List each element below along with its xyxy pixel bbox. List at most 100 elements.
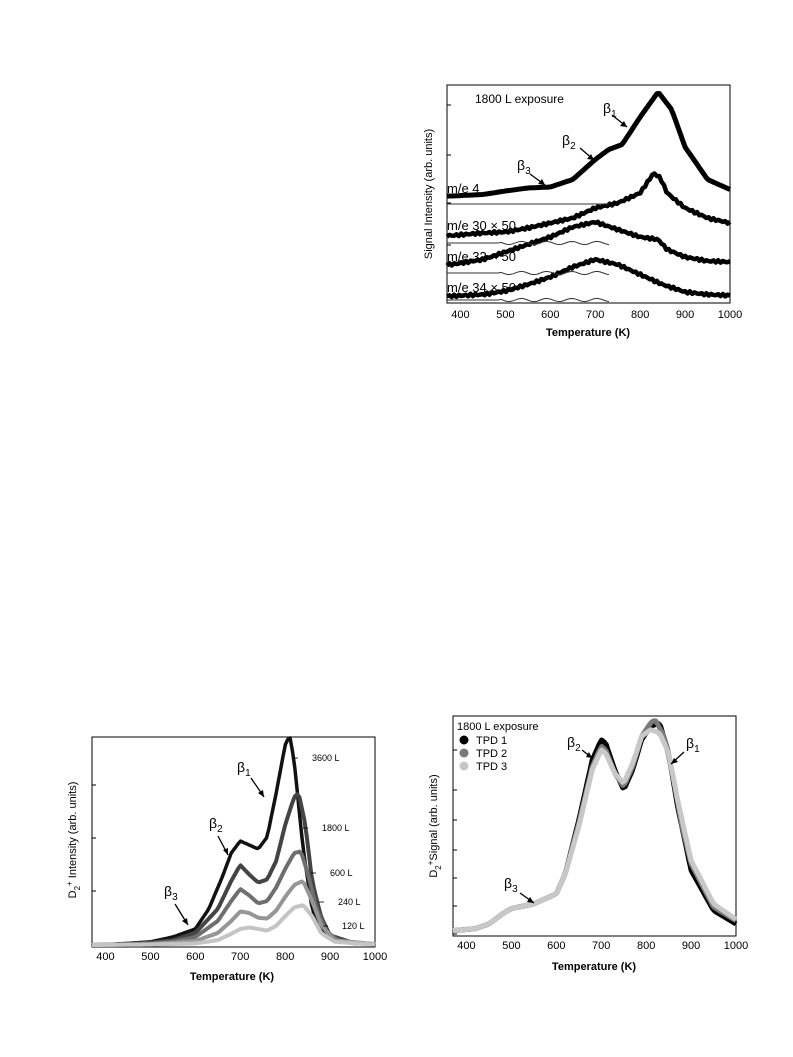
- legend-label: TPD 1: [476, 735, 507, 747]
- arrow-head: [223, 848, 228, 855]
- beta-symbol: β: [504, 875, 512, 891]
- x-tick-label: 500: [496, 309, 514, 321]
- baseline-traces: [447, 203, 610, 303]
- beta-subscript: 1: [694, 744, 700, 755]
- plot-frame: [452, 715, 737, 937]
- x-tick-label: 700: [592, 940, 610, 952]
- series-label-m4: m/e 4: [447, 181, 480, 196]
- beta-symbol: β: [567, 734, 575, 750]
- series-line-3: [445, 219, 731, 268]
- beta2-annotation: β2: [567, 734, 593, 759]
- x-tick-labels: 400 500 600 700 800 900 1000: [96, 951, 387, 963]
- svg-text:β3: β3: [164, 883, 178, 903]
- x-tick-label: 400: [451, 309, 469, 321]
- y-axis-label: D2+ Intensity (arb. units): [65, 782, 82, 899]
- legend-marker: [459, 761, 469, 771]
- x-tick-label: 400: [96, 951, 114, 963]
- beta-subscript: 3: [525, 166, 531, 177]
- arrow-head: [258, 790, 264, 797]
- series-group: [445, 91, 732, 300]
- arrow-head: [538, 179, 545, 185]
- legend-marker: [459, 735, 469, 745]
- arrow-head: [182, 918, 188, 925]
- x-tick-label: 600: [547, 940, 565, 952]
- plot-frame: [91, 736, 376, 948]
- baseline-trace: [447, 240, 610, 246]
- chart-title: 1800 L exposure: [457, 721, 539, 733]
- arrow-head: [671, 758, 678, 764]
- legend-label: TPD 3: [476, 761, 507, 773]
- x-tick-label: 900: [682, 940, 700, 952]
- beta-subscript: 1: [611, 109, 617, 120]
- legend-item-tpd2: TPD 2: [459, 748, 507, 760]
- beta3-annotation: β3: [164, 883, 189, 926]
- series-label: 1800 L: [322, 823, 350, 833]
- x-axis-label: Temperature (K): [552, 961, 636, 973]
- x-tick-labels: 400 500 600 700 800 900 1000: [451, 309, 742, 321]
- beta-symbol: β: [237, 759, 245, 775]
- baseline-trace: [447, 297, 610, 303]
- series-label: 3600 L: [312, 753, 340, 763]
- x-tick-label: 900: [676, 309, 694, 321]
- baseline-trace: [447, 270, 610, 276]
- legend: TPD 1 TPD 2 TPD 3: [459, 735, 507, 773]
- series-label: 240 L: [338, 897, 361, 907]
- series-line-1: [446, 91, 732, 199]
- arrow-head: [620, 121, 627, 127]
- svg-text:β2: β2: [567, 734, 581, 754]
- x-tick-label: 700: [586, 309, 604, 321]
- series-line-4: [446, 256, 732, 300]
- beta3-annotation: β3: [517, 157, 546, 186]
- series-group: [452, 718, 738, 934]
- beta-subscript: 3: [172, 892, 178, 903]
- x-tick-label: 800: [637, 940, 655, 952]
- series-label: 120 L: [342, 921, 365, 931]
- beta2-annotation: β2: [209, 815, 229, 856]
- legend-label: TPD 2: [476, 748, 507, 760]
- beta-subscript: 3: [512, 884, 518, 895]
- series-line-5: [92, 903, 376, 947]
- beta-symbol: β: [562, 132, 570, 148]
- series-label-group: 3600 L 1800 L 600 L 240 L 120 L: [293, 753, 365, 931]
- beta-subscript: 2: [217, 824, 223, 835]
- svg-text:β2: β2: [562, 132, 576, 152]
- x-tick-label: 600: [541, 309, 559, 321]
- legend-item-tpd3: TPD 3: [459, 761, 507, 773]
- series-label-m32: m/e 32 × 50: [447, 249, 516, 264]
- legend-marker: [459, 748, 469, 758]
- svg-text:β1: β1: [603, 100, 617, 120]
- beta3-annotation: β3: [504, 875, 535, 904]
- x-tick-label: 600: [186, 951, 204, 963]
- svg-text:β1: β1: [237, 759, 251, 779]
- beta-subscript: 2: [575, 743, 581, 754]
- x-tick-label: 500: [502, 940, 520, 952]
- series-line-2: [445, 171, 732, 239]
- beta2-annotation: β2: [562, 132, 595, 161]
- x-tick-label: 1000: [363, 951, 387, 963]
- x-axis-label: Temperature (K): [546, 327, 630, 339]
- x-axis-label: Temperature (K): [190, 971, 274, 983]
- beta-subscript: 1: [245, 768, 251, 779]
- arrow-head: [527, 897, 534, 903]
- series-group: [91, 736, 376, 947]
- x-tick-label: 500: [141, 951, 159, 963]
- x-tick-label: 800: [631, 309, 649, 321]
- x-tick-label: 400: [457, 940, 475, 952]
- beta1-annotation: β1: [603, 100, 628, 128]
- chart-title: 1800 L exposure: [475, 92, 564, 106]
- series-label: 600 L: [330, 868, 353, 878]
- x-tick-label: 1000: [718, 309, 742, 321]
- svg-text:β1: β1: [686, 735, 700, 755]
- x-tick-label: 1000: [724, 940, 748, 952]
- beta-symbol: β: [209, 815, 217, 831]
- beta1-annotation: β1: [670, 735, 700, 765]
- x-tick-labels: 400 500 600 700 800 900 1000: [457, 940, 748, 952]
- svg-text:β3: β3: [504, 875, 518, 895]
- beta-symbol: β: [164, 883, 172, 899]
- beta-subscript: 2: [570, 141, 576, 152]
- arrow-head: [586, 752, 592, 758]
- beta-symbol: β: [517, 157, 525, 173]
- legend-item-tpd1: TPD 1: [459, 735, 507, 747]
